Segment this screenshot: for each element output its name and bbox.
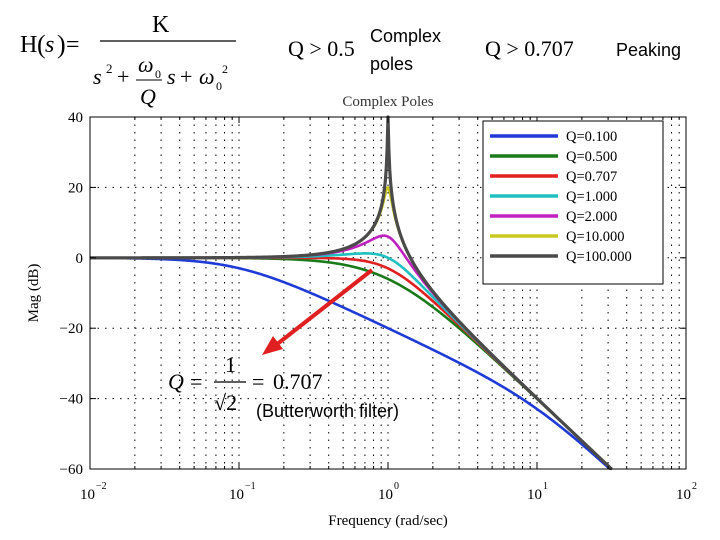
tf-den-omega-sub: 0 [155,67,161,81]
series-line-q0500 [89,256,613,471]
bw-Q: Q [168,369,184,394]
y-tick-label-40: 40 [68,110,83,126]
tf-s: s [45,32,54,58]
chart-title: Complex Poles [342,94,433,110]
y-tick-label-neg40: −40 [60,392,83,408]
x-tick-base: 10 [229,487,244,503]
complex-label-line2: poles [370,54,413,74]
complex-label-line1: Complex [370,26,441,46]
legend-entry-q10000: Q=10.000 [566,229,625,245]
x-tick-label-1e-1: 10 −1 [229,481,256,503]
butterworth-formula: Q = 1 √2 = 0.707 (Butterworth filter) [168,352,399,421]
y-axis-label: Mag (dB) [26,264,42,323]
tf-den-omega: ω [138,52,154,77]
bw-equals1: = [190,369,202,394]
bw-equals2: = [252,369,264,394]
legend-entry-q0100: Q=0.100 [566,129,617,145]
x-tick-label-1e0: 10 0 [378,481,399,503]
transfer-function: H ( s ) = K s 2 + ω 0 Q s + ω 0 2 [20,12,236,109]
series-line-q0707 [89,256,613,471]
legend-entry-q0707: Q=0.707 [566,169,617,185]
x-tick-base: 10 [676,487,691,503]
x-tick-exp: 1 [543,481,548,492]
legend-entry-q2000: Q=2.000 [566,209,617,225]
bw-denominator: √2 [214,390,237,415]
bw-value: 0.707 [273,369,323,394]
tf-den-s-exp: 2 [106,61,113,76]
x-tick-base: 10 [80,487,95,503]
peaking-label: Peaking [616,40,681,60]
x-tick-base: 10 [378,487,393,503]
tf-den-omega2: ω [199,64,215,89]
complex-condition: Q > 0.5 [288,36,355,61]
legend: Q=0.100 Q=0.500 Q=0.707 Q=1.000 Q=2.000 … [482,120,664,285]
x-tick-label-1e2: 10 2 [676,481,697,503]
peaking-condition: Q > 0.707 [485,36,574,61]
tf-den-Q: Q [140,84,156,109]
x-tick-exp: 0 [394,481,399,492]
tf-den-s2: s [167,64,176,89]
butterworth-note: (Butterworth filter) [256,401,399,421]
tf-numerator: K [152,12,170,38]
legend-entry-q1000: Q=1.000 [566,189,617,205]
series-line-q0100 [89,256,611,471]
butterworth-arrow [274,268,374,347]
tf-den-s: s [93,64,102,89]
series-lines [89,115,613,471]
x-axis-label: Frequency (rad/sec) [328,513,448,529]
tf-den-plus2: + [180,64,192,89]
x-tick-exp: −1 [245,481,256,492]
x-tick-base: 10 [527,487,542,503]
series-line-q100000 [89,115,613,471]
tf-paren-close: ) [57,30,66,59]
x-tick-label-1e-2: 10 −2 [80,481,107,503]
y-tick-label-0: 0 [76,251,84,267]
x-tick-label-1e1: 10 1 [527,481,548,503]
x-tick-exp: 2 [692,481,697,492]
legend-entry-q100000: Q=100.000 [566,249,632,265]
butterworth-arrow-head [262,336,283,355]
tf-den-omega2-exp: 2 [222,62,228,76]
legend-entry-q0500: Q=0.500 [566,149,617,165]
tf-den-omega2-sub: 0 [216,79,222,93]
tf-H: H [20,32,37,58]
y-tick-label-20: 20 [68,180,83,196]
axis-ticks [89,116,687,470]
tf-equals: = [66,32,80,58]
tf-den-plus1: + [117,64,129,89]
tf-paren-open: ( [37,30,46,59]
y-tick-label-neg20: −20 [60,321,83,337]
y-tick-label-neg60: −60 [60,462,83,478]
x-tick-exp: −2 [96,481,107,492]
bw-numerator: 1 [225,352,236,377]
